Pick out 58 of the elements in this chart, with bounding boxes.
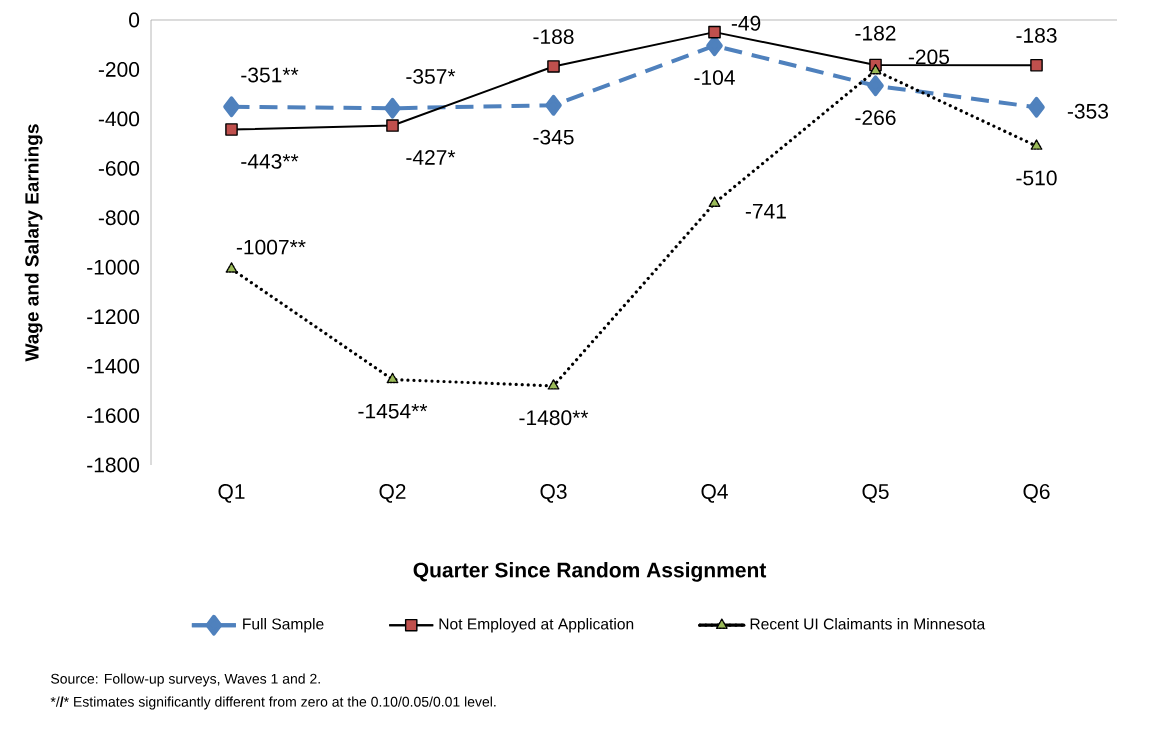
data-label: -188 (533, 29, 574, 45)
y-axis-title: Wage and Salary Earnings (24, 124, 43, 362)
point (386, 119, 399, 132)
point (1030, 58, 1043, 72)
legend-label: Full Sample (243, 618, 324, 633)
point (384, 97, 401, 119)
point (708, 196, 721, 207)
point (547, 379, 560, 390)
data-label: -510 (1016, 170, 1057, 186)
data-label: -345 (533, 129, 574, 145)
data-label: -1007** (236, 239, 306, 255)
point (867, 75, 884, 97)
point (708, 25, 721, 39)
y-tick-label: 0 (129, 12, 140, 28)
x-tick-label: Q5 (862, 484, 889, 503)
y-tick-label: -1200 (87, 309, 140, 325)
point (1030, 139, 1043, 150)
data-label: -104 (694, 70, 735, 85)
y-tick-label: -400 (98, 111, 140, 127)
data-label: -427* (406, 149, 456, 165)
x-tick-label: Q1 (218, 484, 245, 503)
y-tick-label: -600 (98, 160, 140, 176)
point (386, 372, 399, 384)
data-label: -205 (908, 49, 950, 65)
data-label: -1454** (358, 403, 428, 419)
data-label: -266 (855, 110, 896, 126)
data-label: -353 (1067, 103, 1109, 119)
y-tick-label: -1600 (87, 408, 140, 423)
source-note: Source: Follow-up surveys, Waves 1 and 2. (51, 673, 320, 687)
point (869, 63, 882, 75)
x-tick-label: Q4 (701, 484, 728, 503)
y-tick-label: -1400 (87, 358, 140, 374)
data-label: -182 (855, 25, 896, 41)
y-tick-label: -1800 (87, 457, 140, 473)
point (547, 60, 560, 73)
text: *//* Estimates significantly different from zero at the 0.10/0.05/0.01 level. (50, 696, 496, 710)
data-label: -351** (241, 67, 299, 83)
data-label: -443** (241, 153, 299, 169)
data-label: -183 (1016, 27, 1057, 43)
y-tick-label: -1000 (87, 259, 140, 275)
point (1028, 96, 1045, 118)
data-label: -49 (731, 15, 761, 31)
point (225, 262, 238, 273)
x-tick-label: Q6 (1023, 484, 1050, 503)
point (545, 94, 562, 116)
x-axis-title: Quarter Since Random Assignment (413, 562, 767, 582)
legend-label: Recent UI Claimants in Minnesota (750, 618, 986, 630)
y-tick-label: -200 (98, 62, 140, 77)
y-tick-label: -800 (98, 210, 140, 226)
x-tick-label: Q2 (379, 484, 406, 503)
x-tick-label: Q3 (540, 484, 567, 503)
point (225, 123, 238, 136)
data-label: -741 (745, 203, 786, 219)
point (706, 35, 723, 57)
data-label: -1480** (519, 410, 589, 426)
data-label: -357* (406, 69, 456, 84)
point (223, 96, 240, 118)
legend-label: Not Employed at Application (439, 618, 634, 633)
